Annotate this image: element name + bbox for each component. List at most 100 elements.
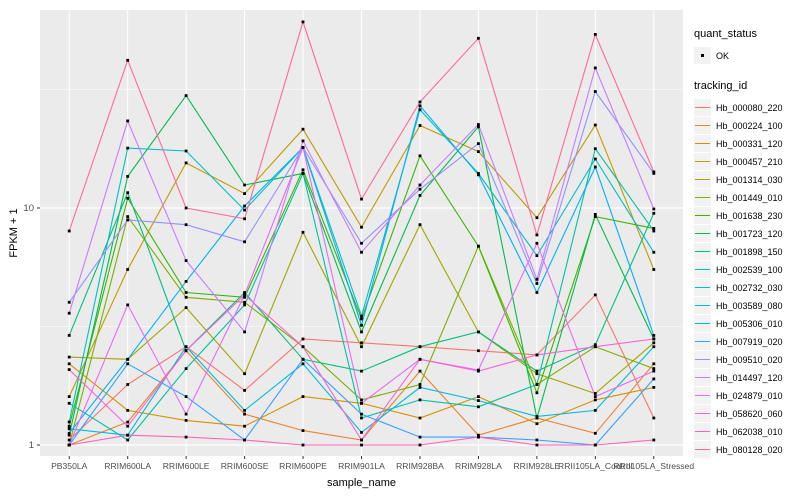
series-color-swatch (695, 269, 710, 271)
data-point (243, 208, 246, 212)
data-point (301, 127, 305, 131)
y-tick-label: 10 (23, 203, 34, 214)
data-point (418, 187, 422, 191)
data-point (477, 173, 480, 177)
data-point (535, 291, 539, 294)
y-axis-title: FPKM + 1 (8, 208, 20, 258)
data-point (243, 389, 246, 392)
x-tick-label: RRIM928LE (513, 461, 560, 471)
legend-title-quant-status: quant_status (694, 28, 757, 40)
legend: quant_status OK tracking_id Hb_000080_22… (694, 28, 798, 474)
data-point (535, 369, 539, 373)
data-point (243, 424, 246, 428)
x-tick-label: PB350LA (51, 461, 88, 471)
data-point (652, 377, 656, 381)
data-point (418, 369, 422, 373)
data-point (243, 300, 246, 304)
data-point (652, 207, 656, 211)
series-color-swatch (695, 323, 710, 325)
legend-item-label: Hb_001638_230 (716, 210, 783, 221)
data-point (126, 58, 130, 62)
data-point (126, 215, 130, 218)
legend-item: Hb_002539_100 (694, 261, 798, 278)
data-point (360, 241, 363, 245)
data-point (418, 345, 422, 349)
data-point (593, 343, 597, 347)
x-tick-label: RRIM600PE (279, 461, 327, 471)
series-color-swatch (695, 125, 710, 127)
data-point (360, 314, 363, 318)
data-point (184, 367, 188, 370)
data-point (126, 409, 130, 412)
data-point (301, 357, 305, 361)
data-point (593, 147, 597, 151)
data-point (593, 213, 597, 216)
data-point (67, 229, 71, 233)
data-point (126, 175, 130, 178)
legend-item: Hb_000457_210 (694, 153, 798, 170)
legend-item-label: Hb_001314_030 (716, 174, 783, 185)
data-point (652, 386, 656, 389)
black-point-icon (701, 54, 705, 58)
data-point (243, 240, 246, 244)
legend-item: Hb_009510_020 (694, 351, 798, 368)
data-point (652, 250, 656, 254)
data-point (301, 337, 305, 341)
data-point (243, 303, 246, 307)
line-key-icon (694, 333, 711, 350)
legend-item: Hb_062038_010 (694, 423, 798, 440)
data-point (652, 227, 656, 230)
series-color-swatch (695, 341, 710, 343)
data-point (184, 435, 188, 439)
line-key-icon (694, 135, 711, 152)
data-point (652, 337, 656, 341)
legend-item-label: Hb_062038_010 (716, 426, 783, 437)
data-point (535, 422, 539, 426)
y-tick-label: 1 (29, 440, 34, 451)
data-point (360, 412, 363, 416)
series-color-swatch (695, 197, 710, 199)
x-tick-label: RRIM901LA (338, 461, 385, 471)
data-point (535, 216, 539, 220)
data-point (477, 142, 480, 145)
data-point (593, 165, 597, 169)
legend-item: Hb_007919_020 (694, 333, 798, 350)
data-point (418, 100, 422, 104)
data-point (418, 398, 422, 402)
data-point (67, 443, 71, 447)
data-point (67, 401, 71, 405)
data-point (301, 395, 305, 398)
data-point (184, 419, 188, 422)
data-point (67, 395, 71, 398)
data-point (593, 215, 597, 218)
line-key-icon (694, 225, 711, 242)
data-point (360, 401, 363, 405)
data-point (652, 211, 656, 215)
legend-item: Hb_001723_120 (694, 225, 798, 242)
data-point (126, 268, 130, 271)
data-point (184, 206, 188, 210)
legend-item-label: Hb_014497_120 (716, 372, 783, 383)
series-color-swatch (695, 413, 710, 415)
data-point (360, 197, 363, 201)
legend-item: Hb_080128_020 (694, 441, 798, 458)
data-point (126, 218, 130, 222)
data-point (184, 349, 188, 353)
data-point (126, 357, 130, 361)
data-point (67, 424, 71, 428)
data-point (67, 420, 71, 424)
legend-item-label: Hb_000224_100 (716, 120, 783, 131)
legend-item-label: Hb_001723_120 (716, 228, 783, 239)
data-point (418, 416, 422, 420)
data-point (67, 433, 71, 437)
data-point (67, 355, 71, 359)
data-point (301, 345, 305, 349)
data-point (477, 123, 480, 126)
data-point (652, 334, 656, 337)
line-key-icon (694, 315, 711, 332)
data-point (477, 395, 480, 398)
data-point (360, 317, 363, 321)
data-point (535, 372, 539, 376)
data-point (243, 372, 246, 376)
line-key-icon (694, 99, 711, 116)
